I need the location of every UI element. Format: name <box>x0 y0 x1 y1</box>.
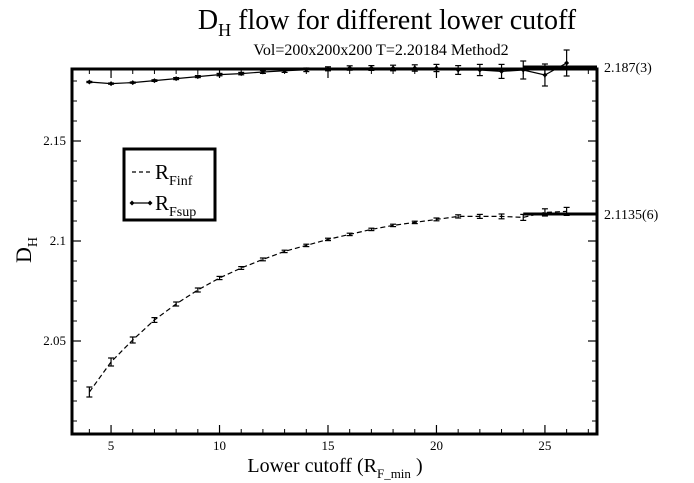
data-point-Fsup <box>130 80 136 86</box>
x-axis-label-rest: ) <box>411 455 423 477</box>
chart-title: DH flow for different lower cutoff <box>198 5 577 40</box>
data-point-Fsup <box>173 76 179 82</box>
y-axis-label-main: D <box>11 247 36 263</box>
legend-finf-main: R <box>155 160 169 184</box>
x-tick-label-5: 5 <box>108 438 115 453</box>
legend-fsup-marker <box>129 200 153 206</box>
plot-frame <box>70 67 599 436</box>
legend-finf-sub: Finf <box>169 174 193 189</box>
x-tick-label-20: 20 <box>430 438 443 453</box>
fit-layer: 2.187(3) 2.1135(6) <box>523 61 659 223</box>
legend: RFinf RFsup <box>122 147 217 222</box>
y-axis-label: DH <box>11 237 41 263</box>
x-tick-label-15: 15 <box>321 438 334 453</box>
legend-box <box>122 147 217 222</box>
data-point-Fsup <box>86 79 92 85</box>
chart-title-sub: H <box>218 20 231 40</box>
data-point-Fsup <box>195 74 201 80</box>
chart-subtitle: Vol=200x200x200 T=2.20184 Method2 <box>253 42 508 59</box>
data-point-Fsup <box>151 78 157 84</box>
y-axis-label-sub: H <box>26 237 41 247</box>
legend-fsup-main: R <box>155 191 169 215</box>
fit-label-0: 2.187(3) <box>604 61 652 76</box>
data-point-Fsup <box>238 71 244 77</box>
data-point-Fsup <box>542 72 548 78</box>
x-axis-label-main: Lower cutoff (R <box>247 455 377 477</box>
data-point-Fsup <box>564 60 570 66</box>
y-tick-label-2.15: 2.15 <box>43 133 66 148</box>
data-point-Fsup <box>108 81 114 87</box>
y-axis-label-group: DH <box>11 237 41 263</box>
fit-label-1: 2.1135(6) <box>604 208 659 223</box>
legend-fsup-label: RFsup <box>155 191 196 220</box>
chart-title-rest: flow for different lower cutoff <box>231 5 577 36</box>
chart-title-main: D <box>198 5 218 36</box>
legend-finf-label: RFinf <box>155 160 193 189</box>
y-tick-label-2.05: 2.05 <box>43 333 66 348</box>
data-point-Fsup <box>217 72 223 78</box>
series-layer <box>86 49 570 398</box>
x-axis-label: Lower cutoff (RF_min ) <box>247 455 422 481</box>
x-tick-label-25: 25 <box>538 438 551 453</box>
data-point-Fsup <box>260 69 266 75</box>
x-axis-label-sub: F_min <box>377 466 411 481</box>
legend-fsup-sub: Fsup <box>169 205 196 220</box>
ticks-layer: 5 10 15 20 25 2.05 2.1 2.15 <box>43 69 597 453</box>
x-tick-label-10: 10 <box>213 438 226 453</box>
y-tick-label-2.1: 2.1 <box>50 233 66 248</box>
